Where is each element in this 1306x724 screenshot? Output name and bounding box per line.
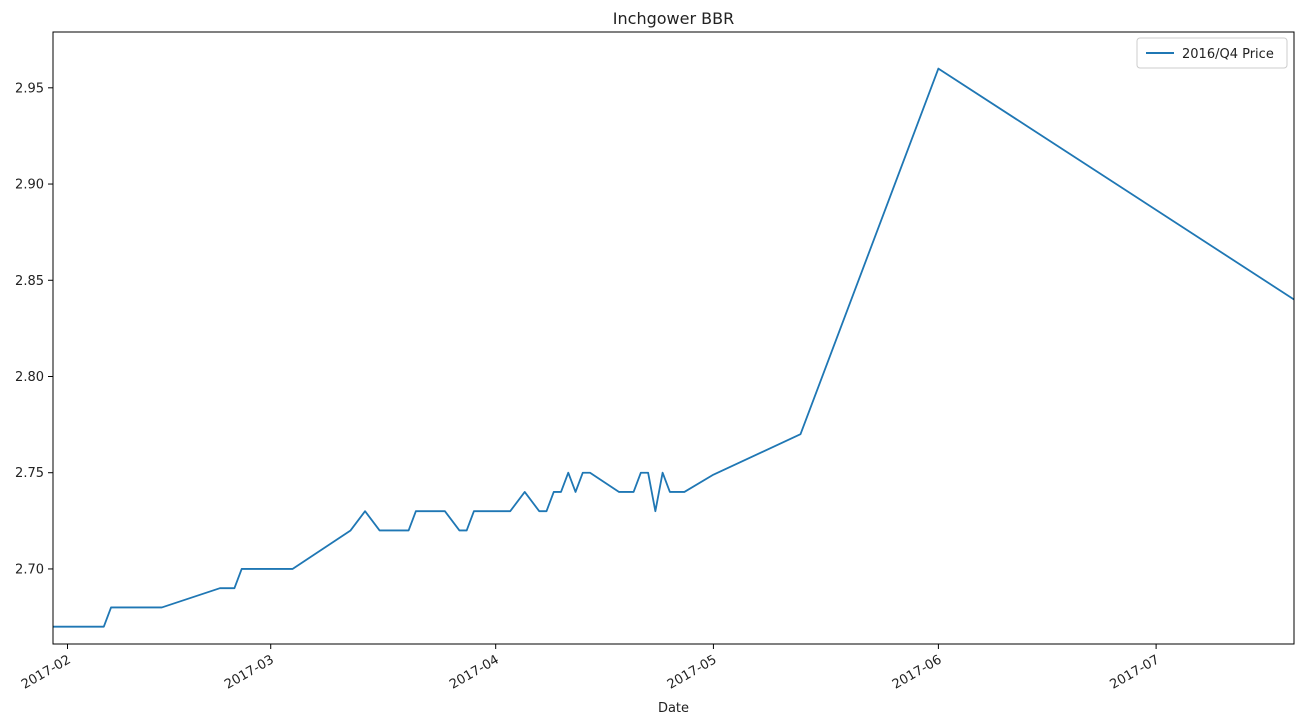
x-axis: 2017-02 2017-03 2017-04 2017-05 2017-06 2017-…: [19, 644, 1162, 693]
x-axis-label: Date: [658, 701, 689, 716]
legend-label: 2016/Q4 Price: [1182, 47, 1274, 62]
y-tick-label: 2.75: [15, 466, 44, 481]
y-tick-label: 2.95: [15, 81, 44, 96]
x-tick-label: 2017-02: [19, 652, 74, 692]
y-tick-label: 2.70: [15, 562, 44, 577]
y-tick-label: 2.90: [15, 178, 44, 193]
y-tick-label: 2.85: [15, 274, 44, 289]
plot-area: [53, 67, 1295, 628]
x-tick-label: 2017-06: [890, 652, 945, 692]
x-tick-label: 2017-04: [447, 652, 502, 692]
x-tick-label: 2017-07: [1108, 652, 1163, 692]
plot-frame: [52, 31, 1295, 645]
legend: 2016/Q4 Price: [1136, 37, 1288, 69]
x-tick-label: 2017-05: [665, 652, 720, 692]
x-tick-label: 2017-03: [222, 652, 277, 692]
y-tick-label: 2.80: [15, 370, 44, 385]
legend-box: [1136, 37, 1288, 69]
y-axis: 2.70 2.75 2.80 2.85 2.90 2.95: [15, 81, 53, 577]
chart-title: Inchgower BBR: [613, 9, 734, 28]
series-line-0: [53, 67, 1295, 628]
